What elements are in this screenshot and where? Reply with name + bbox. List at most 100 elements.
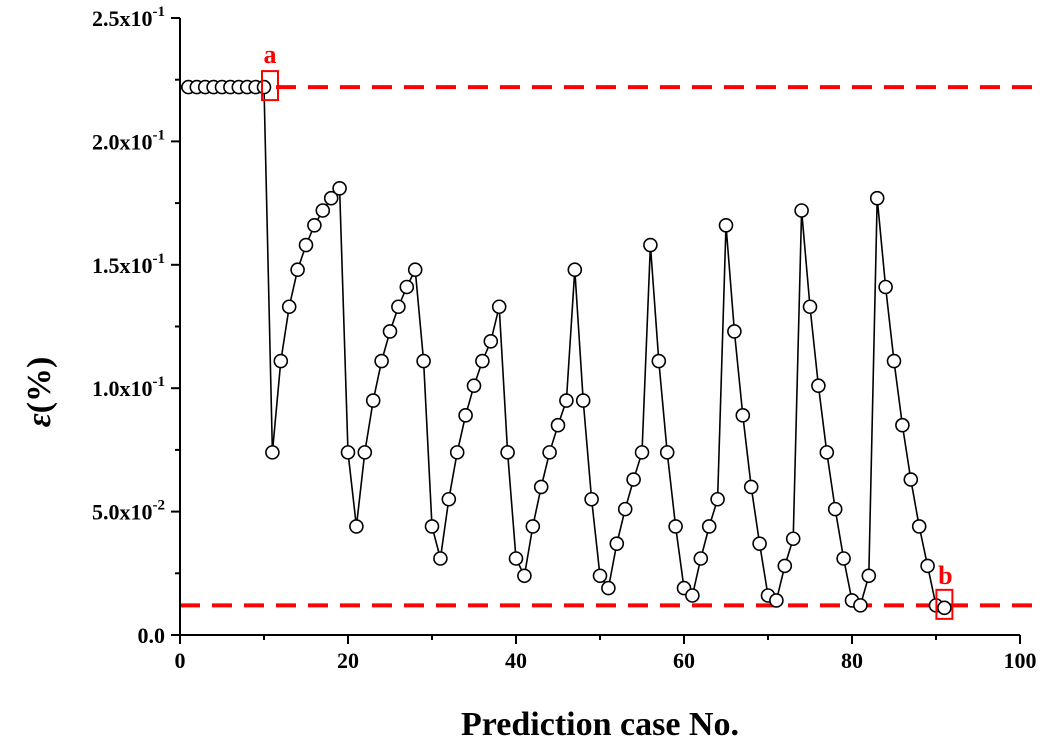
data-point — [693, 551, 709, 566]
data-point — [592, 568, 608, 584]
data-point — [281, 299, 297, 315]
data-point — [685, 588, 700, 603]
data-point — [785, 531, 801, 547]
axes: 0 20 40 60 80 100 0.0 5.0x10-2 1.0x10-1 1.5x10-1 2… — [92, 4, 1037, 673]
x-tick-label: 80 — [841, 648, 863, 673]
x-tick-label: 20 — [337, 648, 359, 673]
annotations: ab — [261, 40, 954, 620]
annotation-label-b: b — [938, 561, 952, 590]
data-point — [651, 353, 667, 369]
y-tick-label: 5.0x10-2 — [92, 498, 165, 525]
data-point — [483, 334, 499, 349]
data-point — [365, 393, 381, 408]
data-point — [399, 279, 415, 295]
data-point — [743, 479, 759, 495]
data-point — [878, 279, 893, 295]
data-point — [273, 353, 289, 369]
y-axis-symbol: ε — [21, 413, 58, 427]
data-point — [643, 237, 658, 253]
y-axis-title: ε(%) — [21, 357, 58, 428]
y-tick-label: 0.0 — [138, 623, 166, 648]
data-point — [634, 445, 650, 460]
data-point — [500, 445, 515, 460]
x-tick-label: 0 — [175, 648, 186, 673]
data-point — [811, 378, 826, 394]
x-tick-label: 60 — [673, 648, 695, 673]
data-point — [256, 79, 272, 95]
y-tick-label: 1.5x10-1 — [92, 251, 165, 278]
annotation-box-a — [261, 70, 279, 102]
data-point — [937, 600, 952, 616]
data-point — [659, 445, 675, 460]
data-point — [794, 203, 809, 218]
x-axis-title: Prediction case No. — [461, 706, 739, 742]
series-line — [188, 86, 945, 609]
data-point — [441, 491, 457, 507]
data-point — [416, 353, 431, 369]
data-point — [542, 445, 557, 460]
data-point — [727, 324, 742, 339]
data-point — [323, 190, 339, 206]
data-point — [802, 299, 818, 315]
data-point — [735, 408, 751, 423]
y-axis-unit: (%) — [21, 357, 58, 414]
annotation-box-b — [935, 588, 954, 620]
data-point — [298, 237, 314, 253]
y-tick-label: 2.5x10-1 — [92, 4, 165, 31]
data-point — [433, 551, 448, 566]
svg-text:ε(%): ε(%) — [21, 357, 58, 428]
data-point — [332, 180, 347, 196]
data-point — [701, 519, 717, 534]
data-point — [315, 203, 331, 218]
y-tick-label: 1.0x10-1 — [92, 374, 165, 401]
data-point — [525, 519, 541, 534]
reference-lines — [180, 85, 1040, 608]
annotation-label-a: a — [264, 40, 277, 69]
data-point — [668, 519, 683, 534]
data-point — [853, 598, 868, 613]
data-point — [769, 593, 784, 608]
data-point — [374, 353, 389, 369]
data-point — [710, 491, 725, 507]
x-tick-label: 100 — [1004, 648, 1037, 673]
data-point — [567, 262, 583, 278]
y-tick-label: 2.0x10-1 — [92, 127, 165, 154]
data-point — [903, 472, 919, 487]
data-point — [424, 519, 440, 534]
data-point — [349, 519, 364, 534]
data-point — [836, 551, 851, 566]
data-point — [617, 501, 633, 517]
data-point — [827, 501, 843, 517]
data-point — [449, 445, 465, 460]
data-point — [382, 324, 398, 339]
data-point — [886, 353, 902, 369]
data-point — [491, 299, 507, 315]
data-point — [533, 479, 549, 495]
data-point — [407, 262, 423, 278]
data-point — [307, 218, 322, 233]
data-point — [895, 417, 910, 433]
data-point — [391, 299, 406, 315]
data-point — [869, 190, 885, 206]
data-point — [584, 491, 599, 507]
data-point — [458, 408, 473, 423]
series-layer — [181, 79, 952, 616]
data-point — [559, 393, 574, 408]
data-point — [609, 536, 625, 551]
data-point — [290, 262, 305, 278]
data-point — [861, 568, 877, 584]
data-point — [517, 568, 532, 584]
data-point — [466, 378, 482, 394]
data-point — [475, 353, 490, 369]
data-point — [357, 445, 373, 460]
data-point — [340, 445, 356, 460]
data-point — [920, 558, 935, 574]
data-point — [508, 551, 524, 566]
data-point — [752, 536, 767, 551]
data-point — [718, 218, 734, 233]
data-point — [601, 580, 616, 596]
data-point — [575, 393, 591, 408]
data-point — [550, 417, 566, 433]
